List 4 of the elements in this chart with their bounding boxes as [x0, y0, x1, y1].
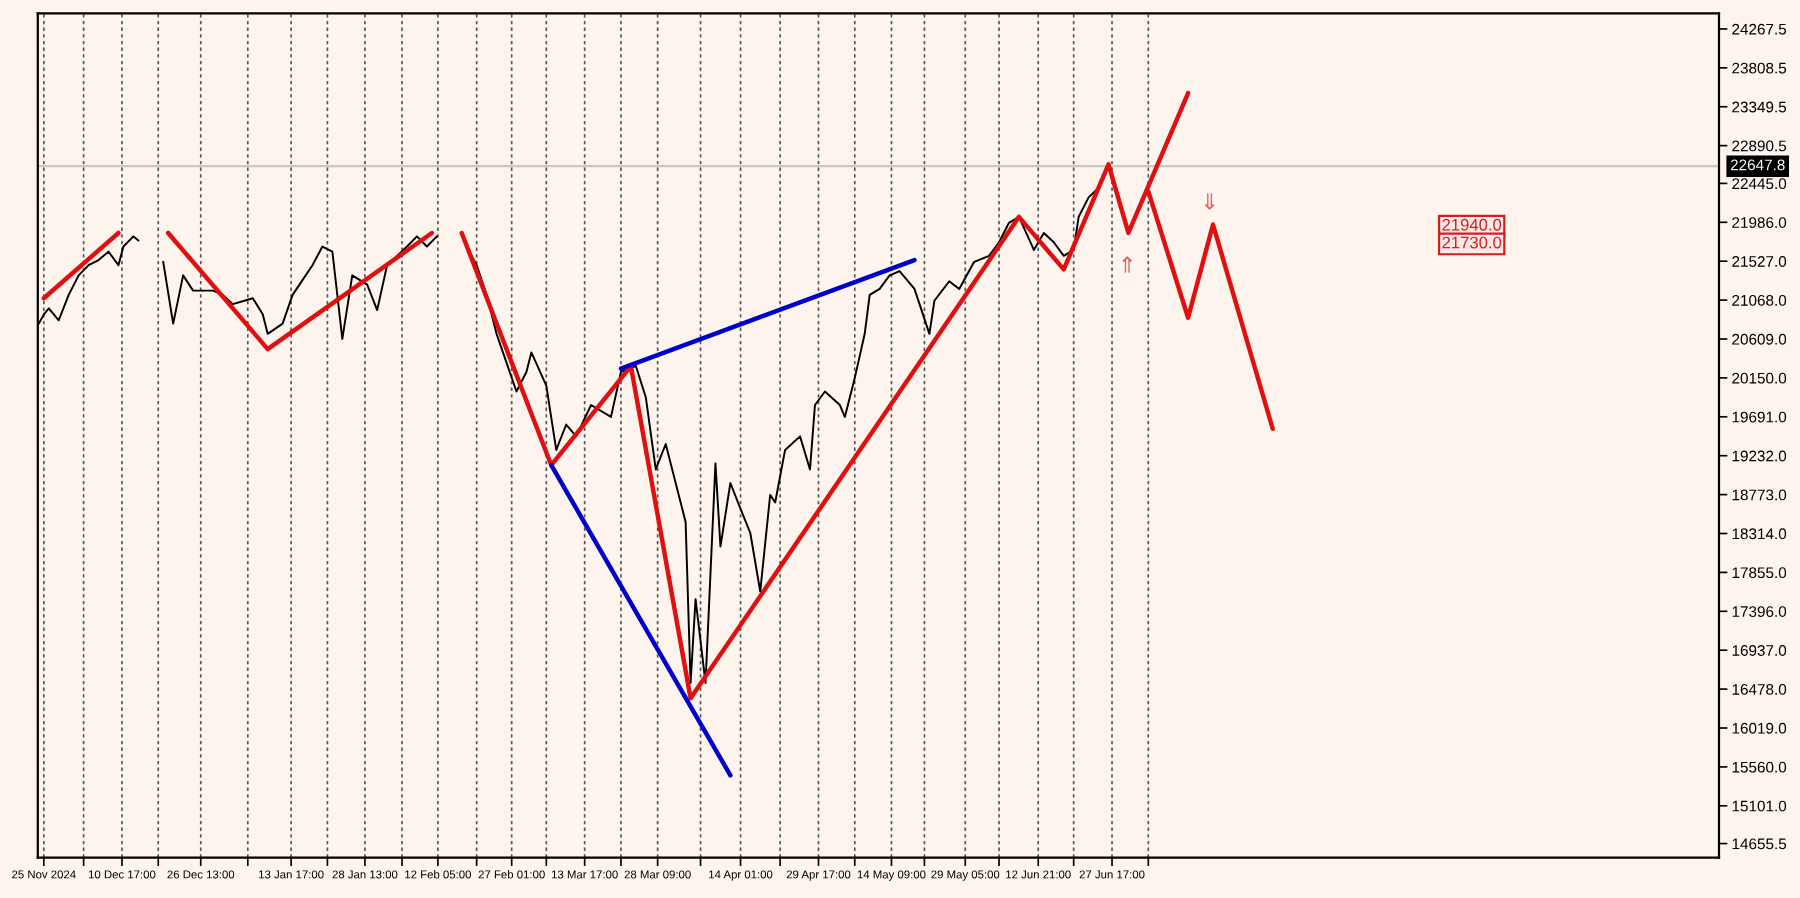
annotation: ⇓: [1204, 193, 1215, 210]
annotation: 21730.0: [1442, 236, 1502, 249]
annotation: 21940.0: [1442, 218, 1502, 231]
annotation: ⇑: [1122, 256, 1132, 273]
